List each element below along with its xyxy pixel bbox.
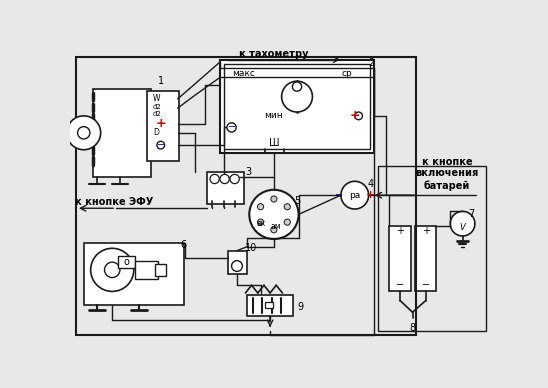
Text: 7: 7 — [469, 210, 475, 220]
Circle shape — [78, 126, 90, 139]
Text: −: − — [157, 140, 165, 150]
Bar — [93, 89, 151, 177]
Circle shape — [210, 174, 219, 184]
Bar — [155, 264, 166, 276]
Bar — [84, 243, 184, 305]
Text: ра: ра — [349, 191, 361, 200]
Text: −: − — [421, 280, 430, 290]
Circle shape — [284, 219, 290, 225]
Bar — [228, 251, 247, 274]
Text: макс: макс — [232, 69, 255, 78]
Text: +: + — [350, 109, 360, 122]
Text: V: V — [460, 223, 465, 232]
Text: мин: мин — [265, 111, 283, 120]
Circle shape — [90, 248, 134, 291]
Text: o: o — [123, 257, 129, 267]
Circle shape — [271, 196, 277, 202]
Text: к кнопке
включения
батарей: к кнопке включения батарей — [415, 157, 479, 191]
Text: Ш: Ш — [269, 138, 279, 148]
Bar — [378, 166, 486, 331]
Circle shape — [157, 141, 164, 149]
Text: đ2: đ2 — [153, 104, 162, 110]
Text: 1: 1 — [158, 76, 164, 86]
Circle shape — [227, 123, 236, 132]
Bar — [118, 256, 135, 268]
Circle shape — [249, 190, 299, 239]
Circle shape — [105, 262, 120, 277]
Text: 10: 10 — [245, 243, 257, 253]
Text: −: − — [335, 190, 344, 200]
Text: к тахометру: к тахометру — [239, 49, 309, 59]
Text: −: − — [396, 280, 404, 290]
Text: 2: 2 — [369, 59, 375, 69]
Text: +: + — [366, 190, 375, 200]
Text: −: − — [227, 122, 236, 132]
Circle shape — [67, 116, 101, 150]
Bar — [135, 261, 158, 279]
Circle shape — [450, 211, 475, 236]
Circle shape — [258, 204, 264, 210]
Bar — [147, 91, 179, 161]
Text: W: W — [153, 94, 161, 104]
Circle shape — [230, 174, 239, 184]
Bar — [220, 61, 374, 153]
Circle shape — [232, 261, 242, 271]
Text: вк: вк — [256, 219, 265, 228]
Text: 4: 4 — [367, 178, 373, 189]
Text: +: + — [421, 226, 430, 236]
Circle shape — [220, 174, 229, 184]
Text: D: D — [153, 128, 159, 137]
Text: ам: ам — [271, 222, 282, 231]
Text: к кнопке ЭФУ: к кнопке ЭФУ — [76, 197, 153, 207]
Circle shape — [341, 181, 369, 209]
Circle shape — [355, 112, 362, 120]
Circle shape — [293, 82, 301, 91]
Text: 9: 9 — [298, 302, 304, 312]
Bar — [207, 172, 244, 204]
Bar — [247, 294, 293, 316]
Circle shape — [271, 227, 277, 233]
Bar — [224, 64, 370, 149]
Circle shape — [284, 204, 290, 210]
Bar — [390, 226, 411, 291]
Bar — [265, 302, 273, 308]
Bar — [76, 57, 416, 335]
Text: +: + — [396, 226, 404, 236]
Text: 6: 6 — [181, 240, 187, 250]
Circle shape — [258, 219, 264, 225]
Text: +: + — [156, 117, 166, 130]
Text: 3: 3 — [246, 167, 252, 177]
Text: ср: ср — [342, 69, 352, 78]
Text: đ2: đ2 — [153, 111, 162, 117]
Text: 5: 5 — [294, 196, 300, 206]
Bar — [415, 226, 436, 291]
Circle shape — [282, 81, 312, 112]
Text: 8: 8 — [409, 322, 415, 333]
